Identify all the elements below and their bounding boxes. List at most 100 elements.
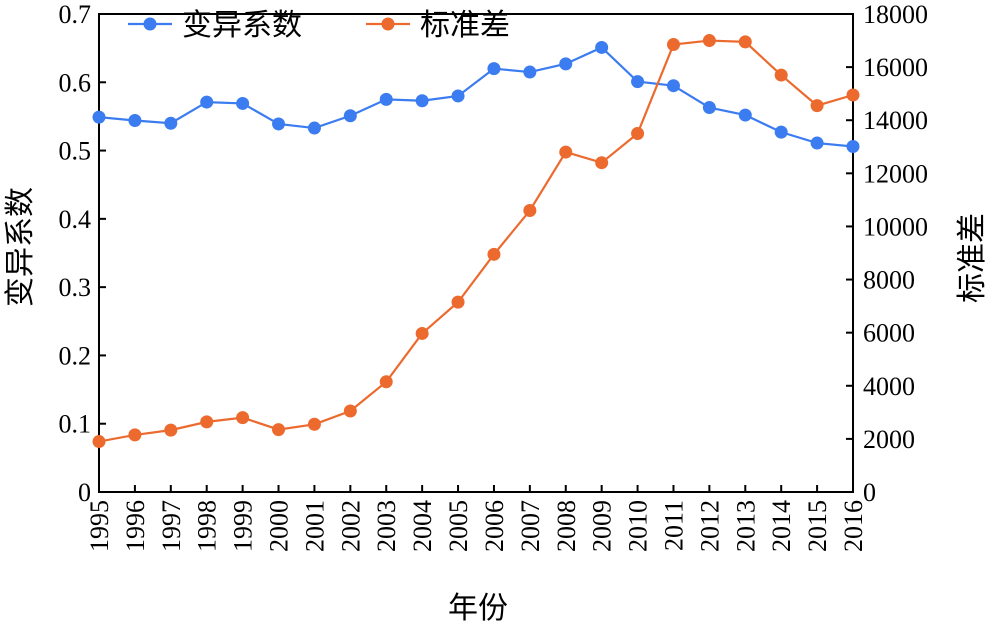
left-tick-label: 0.3 [59, 273, 92, 302]
plot-frame [98, 13, 854, 493]
legend: 变异系数 标准差 [128, 9, 510, 42]
data-point-standard-deviation [236, 411, 250, 425]
data-point-standard-deviation [666, 38, 680, 52]
right-tick-label: 4000 [863, 372, 915, 401]
data-point-coefficient-of-variation [379, 92, 393, 106]
left-axis: 0 0.1 0.2 0.3 0.4 0.5 0.6 0.7 [59, 0, 106, 507]
data-point-standard-deviation [738, 35, 752, 49]
x-tick-label: 2005 [444, 500, 473, 552]
right-tick-label: 10000 [863, 212, 928, 241]
x-tick-label: 2009 [588, 500, 617, 552]
x-tick-label: 2003 [372, 500, 401, 552]
x-tick-label: 2001 [300, 500, 329, 552]
data-point-standard-deviation [487, 247, 501, 261]
left-tick-label: 0.6 [59, 68, 92, 97]
data-point-coefficient-of-variation [164, 116, 178, 130]
y-axis-title-left: 变异系数 [4, 187, 37, 307]
data-point-coefficient-of-variation [343, 109, 357, 123]
data-point-coefficient-of-variation [415, 94, 429, 108]
data-point-standard-deviation [631, 127, 645, 140]
legend-marker-standard-deviation [381, 17, 395, 31]
legend-label-coefficient-of-variation: 变异系数 [182, 9, 302, 42]
plot-border [98, 13, 854, 493]
right-tick-label: 18000 [863, 0, 928, 29]
x-tick-label: 1997 [157, 500, 186, 552]
data-point-coefficient-of-variation [272, 117, 286, 131]
right-tick-label: 14000 [863, 106, 928, 135]
data-point-coefficient-of-variation [810, 136, 824, 150]
data-point-standard-deviation [451, 295, 465, 309]
data-point-standard-deviation [810, 99, 824, 113]
data-point-standard-deviation [307, 417, 321, 431]
data-point-standard-deviation [128, 428, 142, 442]
legend-label-standard-deviation: 标准差 [420, 9, 510, 42]
data-point-standard-deviation [164, 423, 178, 437]
right-tick-label: 0 [863, 478, 876, 507]
right-tick-label: 2000 [863, 425, 915, 454]
data-point-coefficient-of-variation [128, 114, 142, 128]
x-tick-label: 2008 [552, 500, 581, 552]
right-axis: 0 2000 4000 6000 8000 10000 12000 14000 16000 180… [846, 0, 928, 507]
x-tick-label: 2014 [767, 500, 796, 552]
data-point-coefficient-of-variation [774, 125, 788, 139]
x-tick-label: 2013 [731, 500, 760, 552]
data-point-standard-deviation [92, 435, 106, 449]
data-point-coefficient-of-variation [200, 95, 214, 109]
x-tick-label: 2000 [265, 500, 294, 552]
x-tick-label: 2015 [803, 500, 832, 552]
data-point-standard-deviation [595, 156, 609, 170]
data-point-coefficient-of-variation [559, 57, 573, 71]
data-point-coefficient-of-variation [523, 65, 537, 79]
data-point-coefficient-of-variation [307, 121, 321, 135]
x-axis: 1995 1996 1997 1998 1999 2000 2001 2002 2003 2004… [85, 485, 868, 552]
data-point-standard-deviation [343, 404, 357, 418]
x-tick-label: 2011 [659, 500, 688, 551]
left-tick-label: 0.7 [59, 0, 92, 29]
x-axis-title: 年份 [448, 592, 508, 625]
data-point-coefficient-of-variation [487, 62, 501, 76]
left-tick-label: 0.2 [59, 341, 92, 370]
right-tick-label: 16000 [863, 53, 928, 82]
x-tick-label: 2006 [480, 500, 509, 552]
x-tick-label: 1999 [229, 500, 258, 552]
data-point-standard-deviation [415, 326, 429, 340]
data-point-standard-deviation [200, 415, 214, 429]
right-tick-label: 12000 [863, 159, 928, 188]
x-tick-label: 1995 [85, 500, 114, 552]
left-tick-label: 0.5 [59, 137, 92, 166]
data-point-standard-deviation [559, 145, 573, 159]
x-tick-label: 2007 [516, 500, 545, 552]
data-point-standard-deviation [702, 34, 716, 48]
data-point-coefficient-of-variation [631, 75, 645, 89]
data-point-coefficient-of-variation [666, 79, 680, 93]
data-point-standard-deviation [272, 423, 286, 437]
series-line-coefficient-of-variation [98, 46, 854, 148]
left-tick-label: 0.4 [59, 205, 92, 234]
x-tick-label: 2012 [695, 500, 724, 552]
data-point-standard-deviation [379, 375, 393, 389]
data-point-coefficient-of-variation [595, 40, 609, 54]
x-tick-label: 2016 [839, 500, 868, 552]
data-point-standard-deviation [523, 204, 537, 218]
data-point-coefficient-of-variation [846, 139, 860, 153]
left-tick-label: 0.1 [59, 410, 92, 439]
series-line-standard-deviation [98, 39, 854, 443]
series-layer [92, 34, 860, 449]
data-point-coefficient-of-variation [451, 89, 465, 103]
x-tick-label: 2004 [408, 500, 437, 552]
data-point-coefficient-of-variation [236, 96, 250, 110]
legend-marker-coefficient-of-variation [143, 17, 157, 31]
y-axis-title-right: 标准差 [956, 213, 989, 303]
data-point-standard-deviation [846, 88, 860, 102]
right-tick-label: 8000 [863, 266, 915, 295]
right-tick-label: 6000 [863, 319, 915, 348]
x-tick-label: 1996 [121, 500, 150, 552]
data-point-coefficient-of-variation [738, 108, 752, 122]
x-tick-label: 1998 [193, 500, 222, 552]
data-point-coefficient-of-variation [702, 101, 716, 115]
left-tick-label: 0 [78, 478, 91, 507]
x-tick-label: 2010 [624, 500, 653, 552]
data-point-standard-deviation [774, 68, 788, 82]
